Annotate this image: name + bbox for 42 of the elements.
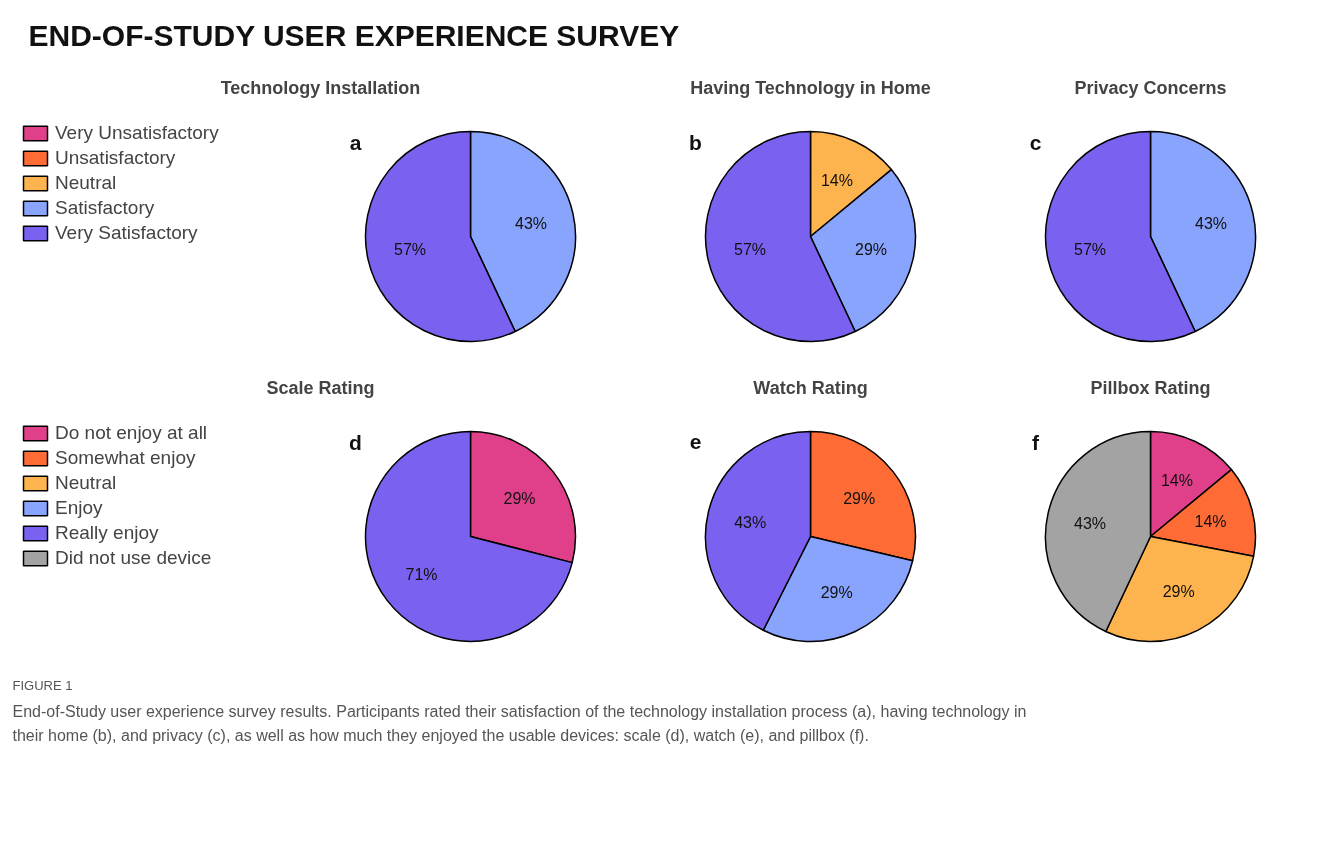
data-label: 43% — [1073, 514, 1107, 532]
text: End-of-Study user experience survey results. Participants rated their satisfaction of the technology installation process (a), having technology in their home (b), and privacy (c), as well as how much they enjoyed the usable devices: scale (d), watch (e), and pillbox (f). — [12, 703, 1027, 744]
legend-label: Unsatisfactory — [55, 147, 176, 169]
legend-label: Enjoy — [55, 497, 103, 519]
text: b — [689, 130, 702, 154]
text: d — [349, 430, 362, 454]
data-label: 29% — [820, 583, 853, 601]
data-label: 43% — [1195, 214, 1228, 232]
data-label: 71% — [405, 565, 438, 583]
data-label: 29% — [1162, 582, 1195, 600]
chart-title: Watch Rating — [753, 377, 868, 398]
data-label: 29% — [843, 489, 876, 507]
data-label: 43% — [515, 214, 548, 232]
chart-title: Having Technology in Home — [690, 77, 931, 98]
data-label: 57% — [393, 241, 427, 259]
text: a — [349, 130, 362, 154]
legend-label: Very Satisfactory — [55, 222, 198, 244]
chart-title: Scale Rating — [266, 377, 375, 398]
data-label: 29% — [855, 241, 888, 259]
text: c — [1029, 130, 1042, 154]
data-label: 14% — [1160, 472, 1193, 490]
legend-label: Really enjoy — [55, 522, 159, 544]
data-label: 14% — [820, 172, 853, 190]
chart-title: Privacy Concerns — [1074, 77, 1227, 98]
text: f — [1032, 430, 1040, 454]
legend-label: Satisfactory — [55, 197, 155, 219]
chart-title: Technology Installation — [220, 77, 421, 98]
legend-label: Neutral — [55, 172, 117, 194]
text: e — [689, 430, 702, 454]
legend-label: Somewhat enjoy — [55, 447, 196, 469]
legend-label: Do not enjoy at all — [55, 422, 208, 444]
legend-label: Neutral — [55, 472, 117, 494]
caption: FIGURE 1 — [12, 678, 73, 693]
chart-title: Pillbox Rating — [1090, 377, 1211, 398]
data-label: 57% — [1073, 241, 1107, 259]
data-label: 57% — [733, 241, 767, 259]
text: END-OF-STUDY USER EXPERIENCE SURVEY — [28, 19, 680, 52]
data-label: 14% — [1194, 512, 1227, 530]
legend-label: Very Unsatisfactory — [55, 122, 219, 144]
data-label: 43% — [734, 513, 767, 531]
legend-label: Did not use device — [55, 547, 212, 569]
data-label: 29% — [503, 490, 536, 508]
